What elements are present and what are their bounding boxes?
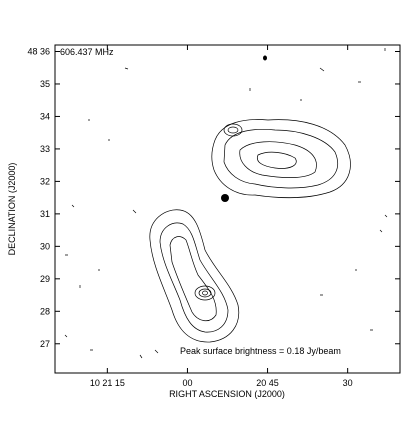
- x-tick-label: 20 45: [256, 378, 279, 388]
- y-tick-label: 48 36: [27, 46, 50, 56]
- x-tick-label: 30: [343, 378, 353, 388]
- y-tick-label: 33: [40, 144, 50, 154]
- x-tick-label: 10 21 15: [90, 378, 125, 388]
- y-tick-label: 27: [40, 339, 50, 349]
- y-tick-label: 32: [40, 176, 50, 186]
- annotation: Peak surface brightness = 0.18 Jy/beam: [180, 346, 341, 356]
- x-tick-label: 00: [182, 378, 192, 388]
- y-tick-label: 30: [40, 241, 50, 251]
- y-tick-label: 28: [40, 306, 50, 316]
- x-axis-label: RIGHT ASCENSION (J2000): [169, 389, 285, 399]
- contours: [64, 48, 388, 359]
- y-tick-label: 35: [40, 79, 50, 89]
- chart-title: 606.437 MHz: [60, 47, 114, 57]
- y-tick-label: 31: [40, 209, 50, 219]
- plot-frame: [54, 44, 401, 374]
- y-tick-label: 29: [40, 274, 50, 284]
- y-tick-label: 34: [40, 111, 50, 121]
- y-axis-label: DECLINATION (J2000): [7, 163, 17, 256]
